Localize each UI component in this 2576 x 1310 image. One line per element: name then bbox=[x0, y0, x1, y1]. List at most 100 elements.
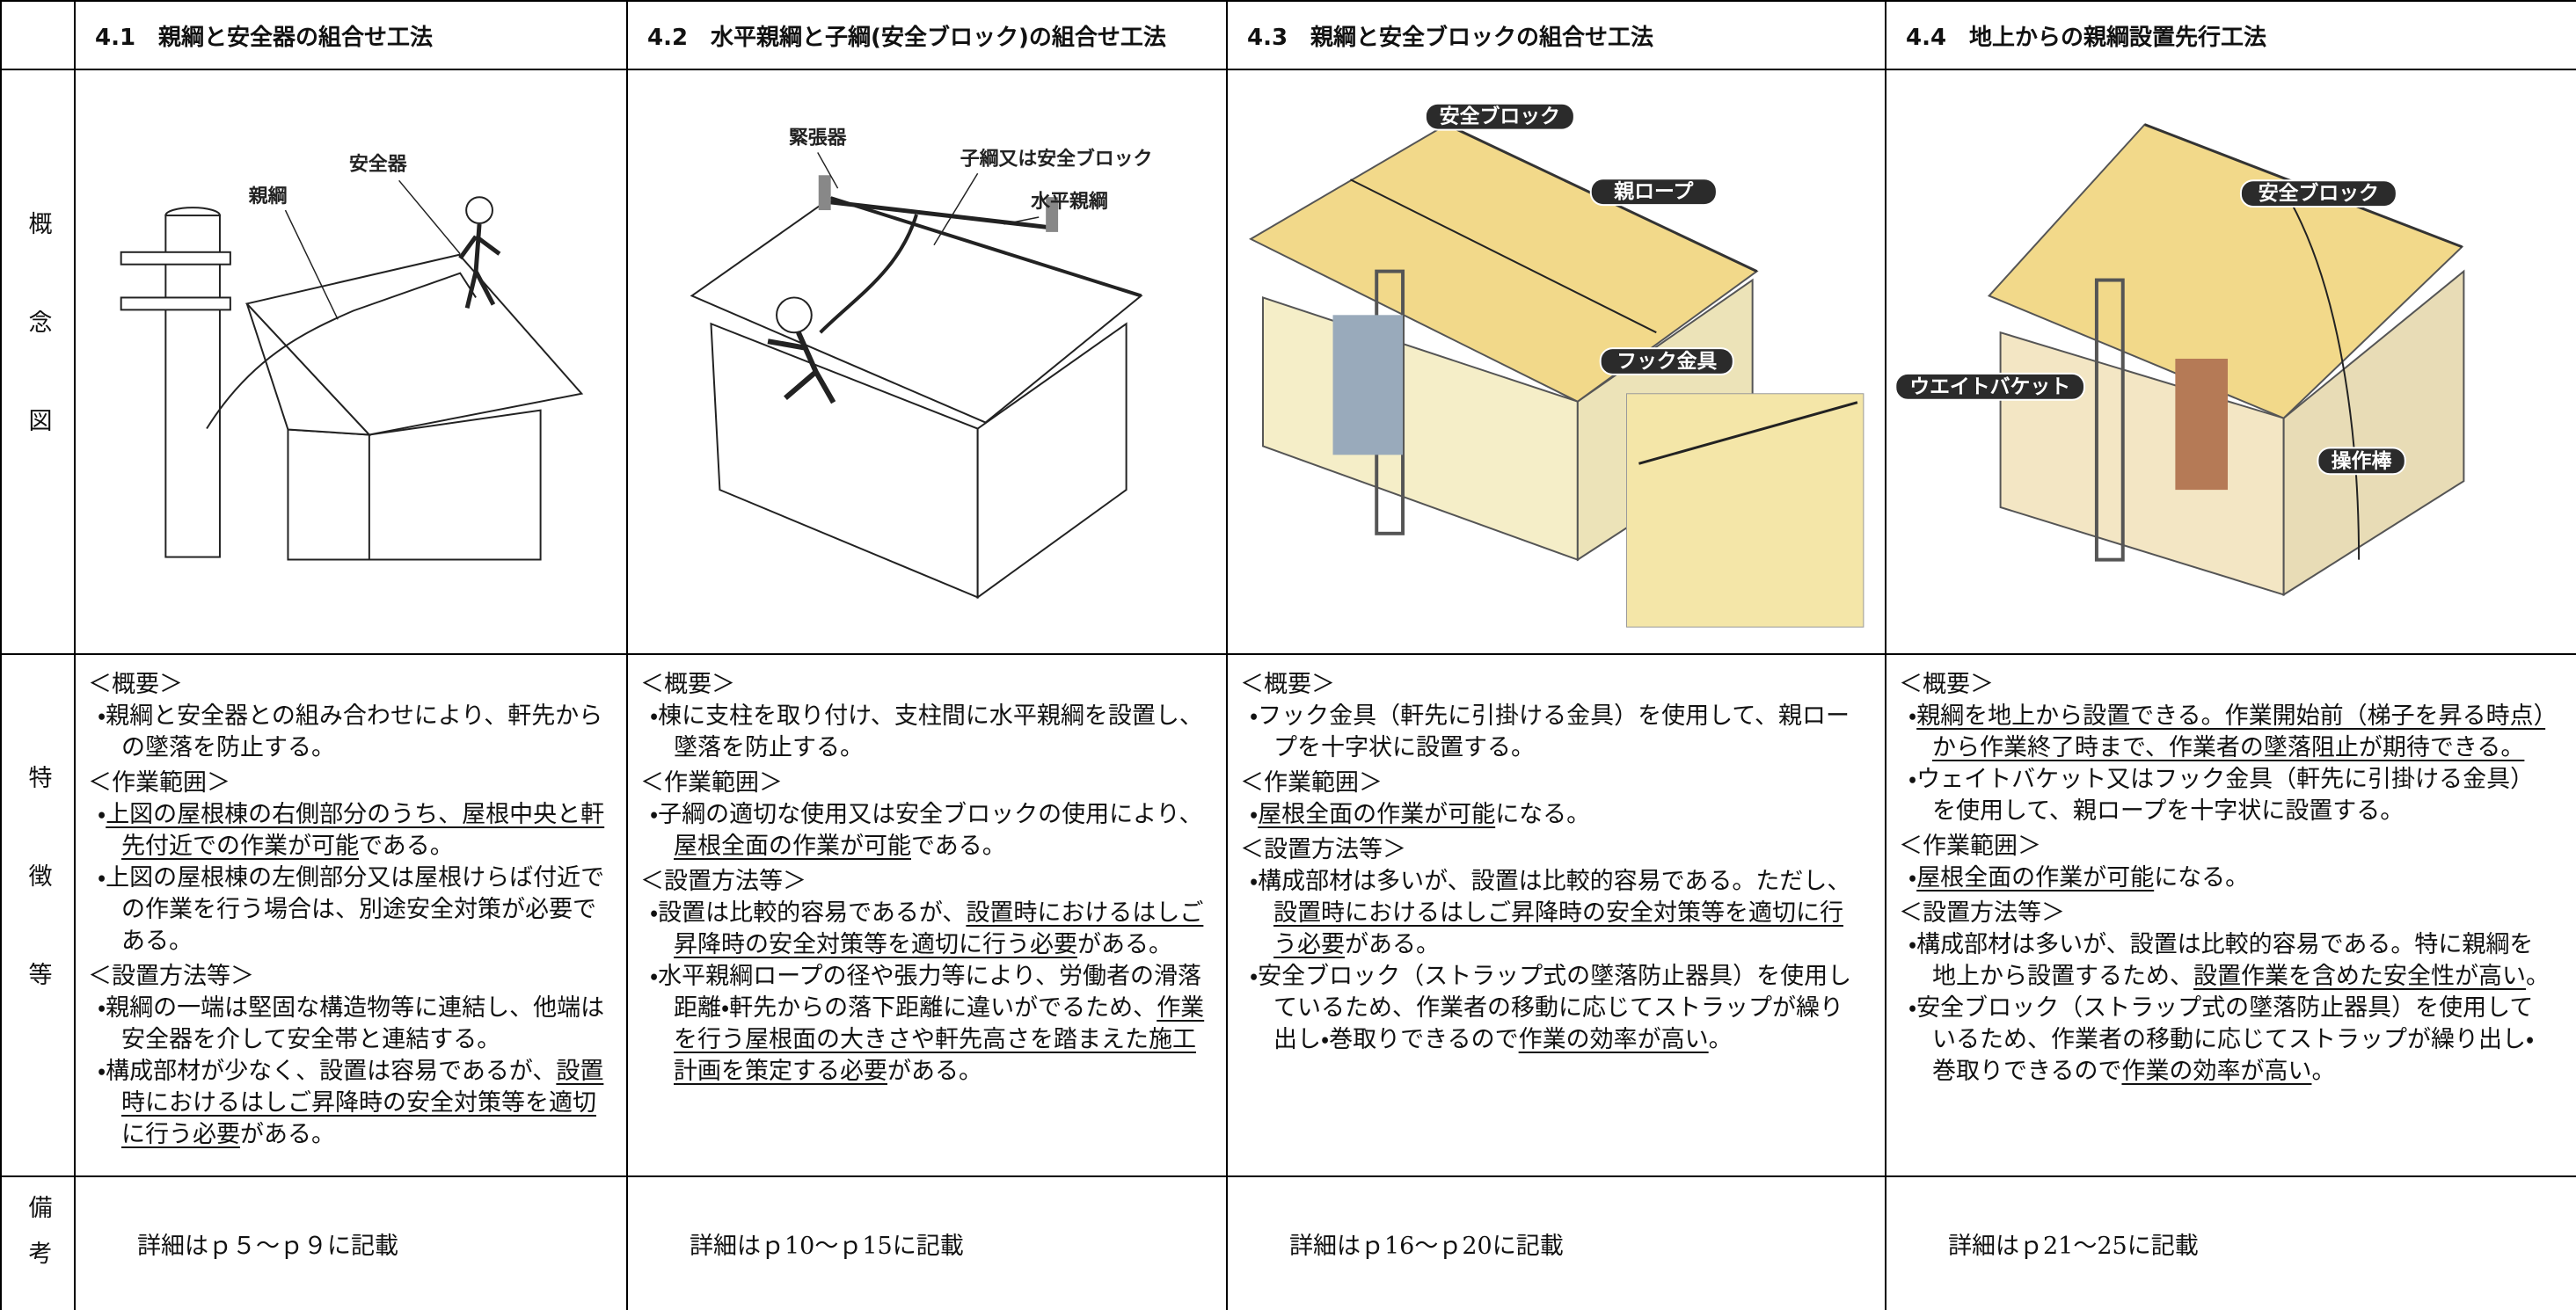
leader-line bbox=[933, 172, 979, 246]
bullet-item: ・安全ブロック（ストラップ式の墜落防止器具）を使用しているため、作業者の移動に応… bbox=[1240, 961, 1865, 1056]
illustration-cell: 安全ブロック ウエイトバケット 操作棒 bbox=[1885, 69, 2576, 655]
label: 親ロープ bbox=[1614, 181, 1693, 204]
roof bbox=[244, 253, 584, 436]
control-rod bbox=[2279, 183, 2361, 560]
illustration: 安全器 親綱 bbox=[120, 152, 584, 561]
features: ＜概要＞ ・親綱を地上から設置できる。作業開始前（梯子を昇る時点）から作業終了時ま… bbox=[1885, 653, 2576, 1177]
label: 子綱又は安全ブロック bbox=[960, 147, 1153, 170]
corner bbox=[0, 0, 76, 70]
badge bbox=[1589, 178, 1718, 207]
label: フック金具 bbox=[1616, 350, 1717, 373]
section-heading: ＜作業範囲＞ bbox=[640, 769, 783, 797]
text: ・ウェイトバケット又はフック金具（軒先に引掛ける金具）を使用して、親ロープを十字… bbox=[1908, 766, 2535, 825]
text: ・水平親綱ロープの径や張力等により、労働者の滑落距離・軒先からの落下距離に違いが… bbox=[650, 963, 1201, 1022]
text: ・構成部材が少なく、設置は容易であるが、 bbox=[98, 1058, 557, 1085]
section-heading: ＜設置方法等＞ bbox=[88, 963, 254, 990]
post bbox=[1046, 197, 1059, 232]
worker-head bbox=[776, 296, 813, 334]
label: 安全ブロック bbox=[1440, 105, 1560, 128]
bullet-item: ・上図の屋根棟の左側部分又は屋根けらば付近での作業を行う場合は、別途安全対策が必… bbox=[88, 862, 607, 957]
bullet-item: ・フック金具（軒先に引掛ける金具）を使用して、親ロープを十字状に設置する。 bbox=[1240, 701, 1865, 764]
underlined-text: 屋根全面の作業が可能 bbox=[674, 833, 911, 860]
section-heading: ＜設置方法等＞ bbox=[1240, 836, 1406, 863]
leader-line bbox=[398, 179, 461, 255]
bullet-item: ・水平親綱ロープの径や張力等により、労働者の滑落距離・軒先からの落下距離に違いが… bbox=[640, 961, 1207, 1088]
text: ・親綱と安全器との組み合わせにより、軒先からの墜落を防止する。 bbox=[98, 702, 603, 761]
door bbox=[2175, 359, 2229, 491]
illustration-cell: 緊張器 子綱又は安全ブロック 水平親綱 bbox=[626, 69, 1228, 655]
inset bbox=[1626, 393, 1864, 628]
row-label-cell: 特徴等 bbox=[0, 653, 76, 1177]
section-heading: ＜設置方法等＞ bbox=[1899, 899, 2065, 927]
pole bbox=[164, 215, 221, 558]
underlined-text: 設置作業を含めた安全性が高い bbox=[2193, 963, 2526, 990]
horizontal-rope bbox=[824, 199, 1052, 230]
bullet-item: ・親綱の一端は堅固な構造物等に連結し、他端は安全器を介して安全帯と連結する。 bbox=[88, 993, 607, 1056]
text: ・フック金具（軒先に引掛ける金具）を使用して、親ロープを十字状に設置する。 bbox=[1250, 702, 1850, 761]
row-label: 備考 bbox=[24, 1195, 52, 1286]
crossbar bbox=[120, 251, 231, 266]
section-heading: ＜概要＞ bbox=[88, 671, 183, 698]
text: 。 bbox=[2526, 963, 2550, 990]
illustration-cell: 安全器 親綱 bbox=[74, 69, 628, 655]
illustration: 安全ブロック ウエイトバケット 操作棒 bbox=[1894, 123, 2465, 597]
bullet-item: ・屋根全面の作業が可能になる。 bbox=[1899, 862, 2557, 894]
underlined-text: 親綱を地上から設置できる。作業開始前（梯子を昇る時点）から作業終了時まで、作業者… bbox=[1916, 702, 2546, 761]
badge bbox=[1894, 372, 2085, 401]
leader-line bbox=[284, 209, 339, 320]
text: ・設置は比較的容易であるが、 bbox=[650, 899, 967, 927]
underlined-text: 設置時におけるはしご昇降時の安全対策等を適切に行う必要 bbox=[1273, 899, 1843, 958]
house-wall bbox=[976, 322, 1127, 600]
column-title: 4.2 水平親綱と子綱(安全ブロック)の組合せ工法 bbox=[626, 0, 1228, 70]
badge bbox=[1599, 347, 1734, 375]
bullet-item: ・上図の屋根棟の右側部分のうち、屋根中央と軒先付近での作業が可能である。 bbox=[88, 799, 607, 862]
underlined-text: 作業を行う屋根面の大きさや軒先高さを踏まえた施工計画を策定する必要 bbox=[674, 994, 1205, 1085]
crossbar bbox=[120, 296, 231, 311]
worker bbox=[458, 223, 501, 309]
section-heading: ＜設置方法等＞ bbox=[640, 868, 806, 895]
column-title: 4.4 地上からの親綱設置先行工法 bbox=[1885, 0, 2576, 70]
text: がある。 bbox=[1077, 931, 1172, 958]
worker bbox=[767, 331, 836, 404]
text: 。 bbox=[1708, 1026, 1733, 1053]
text: ・ bbox=[1250, 801, 1259, 828]
label: ウエイトバケット bbox=[1909, 375, 2070, 398]
section-heading: ＜概要＞ bbox=[1899, 671, 1994, 698]
section-heading: ＜作業範囲＞ bbox=[1240, 769, 1383, 797]
underlined-text: 作業の効率が高い bbox=[1518, 1026, 1709, 1053]
features: ＜概要＞ ・フック金具（軒先に引掛ける金具）を使用して、親ロープを十字状に設置する… bbox=[1226, 653, 1886, 1177]
section-heading: ＜作業範囲＞ bbox=[88, 769, 230, 797]
illustration: 安全ブロック 親ロープ フック金具 bbox=[1249, 102, 1864, 628]
rope bbox=[206, 272, 477, 430]
text: である。 bbox=[359, 833, 454, 860]
note: 詳細はｐ５～ｐ９に記載 bbox=[74, 1175, 628, 1310]
section-heading: ＜概要＞ bbox=[640, 671, 735, 698]
bullet-item: ・設置は比較的容易であるが、設置時におけるはしご昇降時の安全対策等を適切に行う必… bbox=[640, 898, 1207, 961]
bullet-item: ・親綱と安全器との組み合わせにより、軒先からの墜落を防止する。 bbox=[88, 701, 607, 764]
features: ＜概要＞ ・親綱と安全器との組み合わせにより、軒先からの墜落を防止する。 ＜作業範囲… bbox=[74, 653, 628, 1177]
underlined-text: 屋根全面の作業が可能 bbox=[1258, 801, 1496, 828]
sub-rope bbox=[819, 214, 918, 334]
illustration: 緊張器 子綱又は安全ブロック 水平親綱 bbox=[690, 127, 1153, 600]
bullet-item: ・安全ブロック（ストラップ式の墜落防止器具）を使用しているため、作業者の移動に応… bbox=[1899, 993, 2557, 1088]
illustration-cell: 安全ブロック 親ロープ フック金具 bbox=[1226, 69, 1886, 655]
text: ・棟に支柱を取り付け、支柱間に水平親綱を設置し、墜落を防止する。 bbox=[650, 702, 1203, 761]
bullet-item: ・構成部材は多いが、設置は比較的容易である。特に親綱を地上から設置するため、設置… bbox=[1899, 929, 2557, 993]
section-heading: ＜作業範囲＞ bbox=[1899, 833, 2041, 860]
rope bbox=[1638, 401, 1858, 465]
note: 詳細はｐ10～ｐ15に記載 bbox=[626, 1175, 1228, 1310]
label: 安全ブロック bbox=[2259, 182, 2379, 206]
ladder bbox=[2094, 278, 2125, 562]
column-title: 4.3 親綱と安全ブロックの組合せ工法 bbox=[1226, 0, 1886, 70]
row-label: 特徴等 bbox=[24, 764, 52, 1060]
badge bbox=[1424, 102, 1575, 131]
text: ・上図の屋根棟の左側部分又は屋根けらば付近での作業を行う場合は、別途安全対策が必… bbox=[98, 864, 605, 955]
features: ＜概要＞ ・棟に支柱を取り付け、支柱間に水平親綱を設置し、墜落を防止する。 ＜作業範… bbox=[626, 653, 1228, 1177]
text: になる。 bbox=[2154, 864, 2250, 892]
text: ・子綱の適切な使用又は安全ブロックの使用により、 bbox=[650, 801, 1203, 828]
badge bbox=[2317, 447, 2406, 476]
text: がある。 bbox=[240, 1121, 335, 1148]
column-title: 4.1 親綱と安全器の組合せ工法 bbox=[74, 0, 628, 70]
